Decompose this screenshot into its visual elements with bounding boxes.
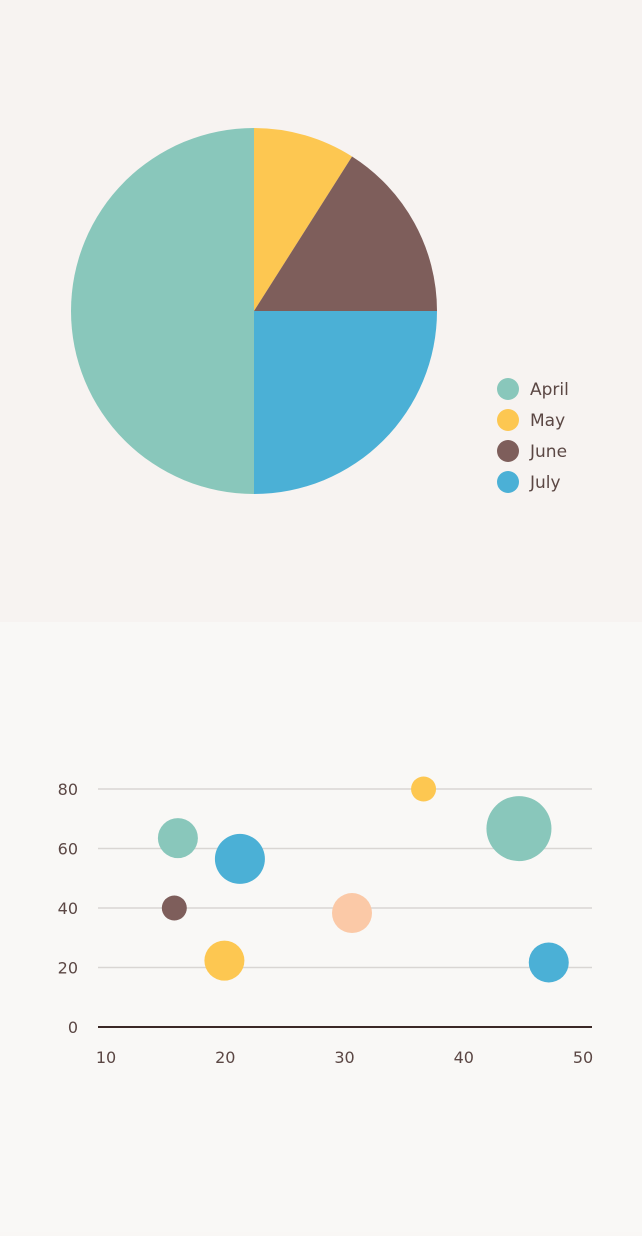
y-tick-label: 60: [58, 840, 78, 859]
bubble-point-6: [411, 776, 437, 802]
bubble-chart-panel: 0 20 40 60 80 10 20 30 40 50: [0, 622, 642, 1232]
y-tick-label: 80: [58, 780, 78, 799]
legend-label-may: May: [530, 411, 565, 431]
pie-chart-panel: April May June July: [71, 128, 569, 494]
bubble-point-3: [161, 895, 187, 921]
y-tick-label: 40: [58, 899, 78, 918]
pie-slice-april: [71, 128, 254, 494]
x-tick-label: 20: [215, 1048, 235, 1067]
x-tick-label: 40: [454, 1048, 474, 1067]
x-tick-label: 10: [96, 1048, 116, 1067]
legend-swatch-june: [497, 440, 519, 462]
pie-chart: April May June July: [71, 128, 569, 494]
bubble-point-4: [204, 940, 245, 981]
legend-swatch-july: [497, 471, 519, 493]
bubble-chart: 0 20 40 60 80 10 20 30 40 50: [58, 776, 593, 1067]
bubble-point-7: [486, 796, 552, 862]
legend-label-july: July: [529, 473, 561, 493]
y-tick-label: 0: [68, 1018, 78, 1037]
legend-swatch-april: [497, 378, 519, 400]
y-tick-label: 20: [58, 959, 78, 978]
legend-swatch-may: [497, 409, 519, 431]
bubble-point-1: [157, 818, 198, 859]
pie-slice-july: [254, 311, 437, 494]
legend-label-april: April: [530, 380, 569, 400]
bubble-point-5: [332, 893, 373, 934]
pie-slice-june: [254, 156, 437, 311]
x-tick-label: 50: [573, 1048, 593, 1067]
x-tick-label: 30: [334, 1048, 354, 1067]
bubble-point-8: [528, 942, 569, 983]
legend-label-june: June: [529, 442, 567, 462]
bubble-point-2: [214, 833, 265, 884]
pie-slice-may: [254, 128, 353, 311]
